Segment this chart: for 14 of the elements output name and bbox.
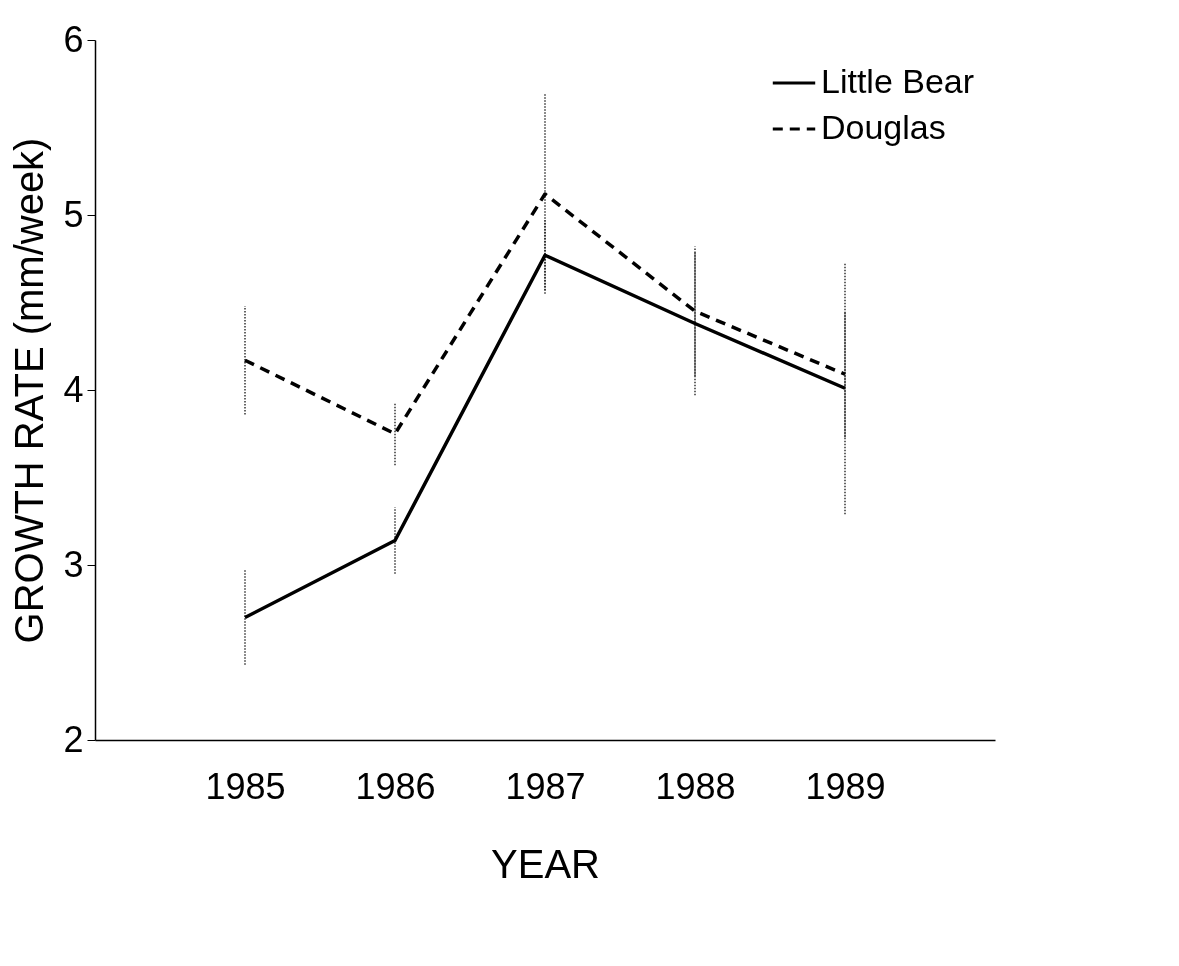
- x-tick-label: 1988: [655, 765, 736, 807]
- x-axis-title: YEAR: [491, 841, 600, 886]
- y-tick-label: 6: [63, 18, 84, 60]
- legend-label: Little Bear: [821, 62, 975, 100]
- y-tick-label: 2: [63, 718, 84, 760]
- x-tick-label: 1989: [805, 765, 886, 807]
- legend-label: Douglas: [821, 108, 946, 146]
- y-tick-label: 3: [63, 543, 84, 585]
- x-tick-label: 1986: [355, 765, 436, 807]
- x-tick-label: 1987: [505, 765, 586, 807]
- x-tick-label: 1985: [205, 765, 286, 807]
- y-tick-label: 4: [63, 368, 84, 410]
- y-tick-label: 5: [63, 193, 84, 235]
- y-axis-title: GROWTH RATE (mm/week): [7, 137, 52, 644]
